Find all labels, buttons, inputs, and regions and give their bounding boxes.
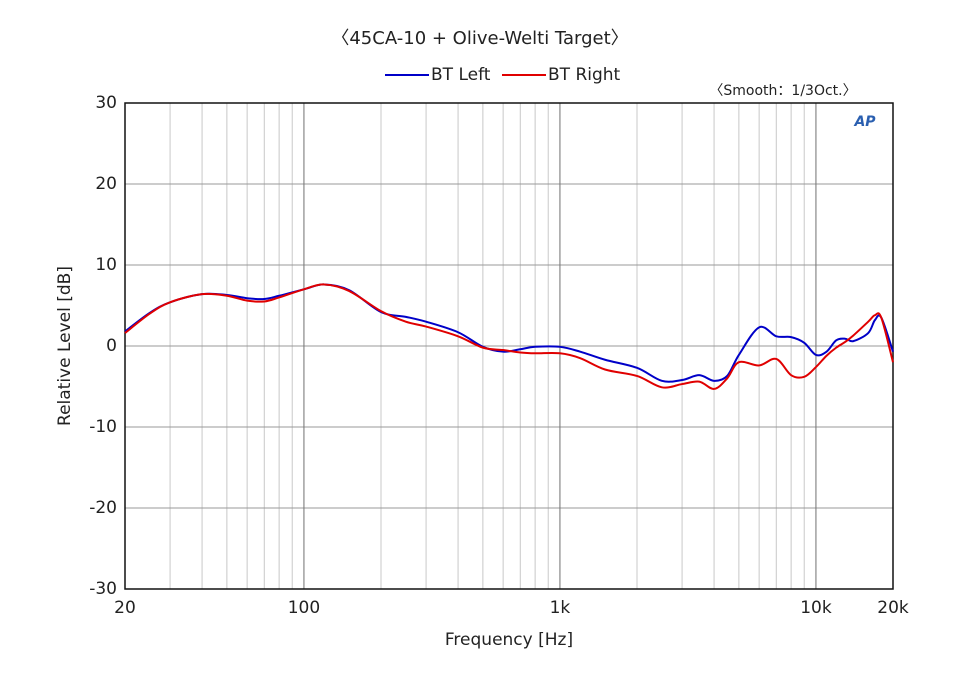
logo: AP: [853, 114, 876, 130]
series-line: [124, 283, 894, 383]
x-tick-label: 10k: [800, 598, 832, 618]
legend-label: BT Left: [431, 65, 491, 85]
series-line: [124, 283, 894, 390]
x-tick-label: 100: [288, 598, 320, 618]
x-tick-label: 20k: [877, 598, 909, 618]
y-tick-label: -30: [89, 579, 117, 599]
y-tick-label: 10: [95, 255, 117, 275]
chart-title: 〈45CA-10 + Olive-Welti Target〉: [331, 28, 628, 49]
y-tick-label: 20: [95, 174, 117, 194]
y-tick-label: 30: [95, 93, 117, 113]
y-tick-label: -20: [89, 498, 117, 518]
y-tick-label: 0: [106, 336, 117, 356]
chart-subtitle: 〈Smooth：1/3Oct.〉: [709, 83, 856, 99]
legend-label: BT Right: [548, 65, 621, 85]
x-axis-label: Frequency [Hz]: [445, 630, 573, 650]
x-tick-label: 1k: [550, 598, 571, 618]
y-axis-label: Relative Level [dB]: [55, 266, 75, 426]
x-tick-label: 20: [114, 598, 136, 618]
plot-frame: [124, 102, 894, 590]
y-tick-label: -10: [89, 417, 117, 437]
